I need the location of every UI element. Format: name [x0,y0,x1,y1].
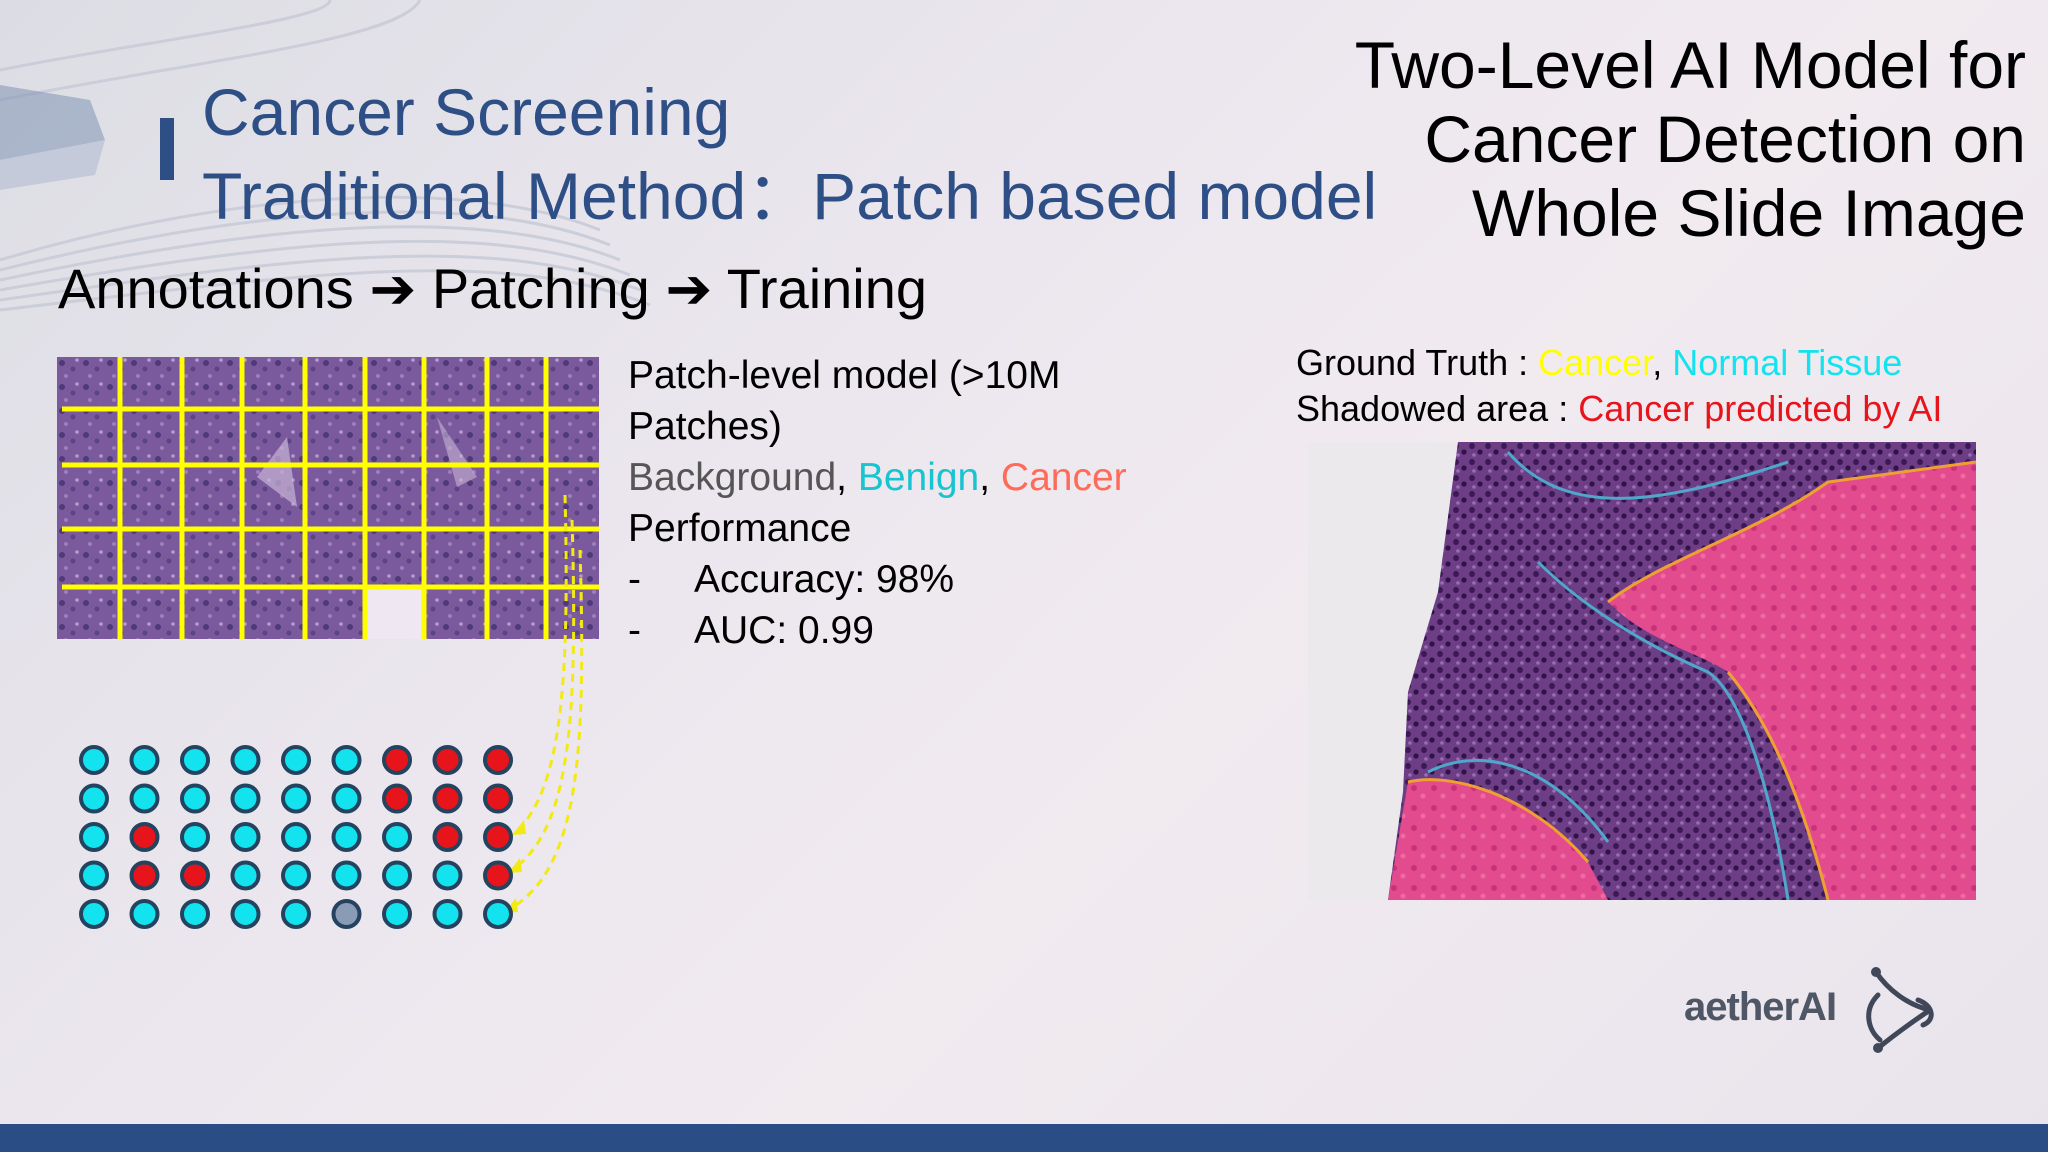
ground-truth-label: Ground Truth : [1296,342,1529,383]
patch-dot-benign [331,822,362,852]
shadowed-value: Cancer predicted by AI [1578,388,1943,429]
shadowed-row: Shadowed area : Cancer predicted by AI [1296,386,1942,432]
side-title: Two-Level AI Model for Cancer Detection … [1355,28,2026,250]
model-line-2: Patches) [628,405,782,448]
patch-dot-benign [180,899,210,929]
performance-label: Performance [628,507,852,550]
patch-dot-benign [180,783,210,814]
patch-dot-benign [79,783,109,814]
wsi-legend: Ground Truth : Cancer, Normal Tissue Sha… [1296,340,1942,432]
class-cancer: Cancer [1000,456,1127,499]
patch-dot-benign [230,860,261,891]
patch-dot-benign [79,822,109,852]
patch-dot-benign [331,783,362,814]
title-line-2: Traditional Method：Patch based model [202,159,1378,233]
whole-slide-image [1308,442,1976,900]
patch-grid-image [57,357,599,639]
patch-dot-benign [382,822,412,852]
slide-title: Cancer Screening Traditional Method：Patc… [202,70,1377,238]
patch-dot-cancer [180,860,210,891]
decorative-swoosh [0,0,651,312]
patch-dot-benign [432,860,463,891]
patch-dot-benign [230,822,261,852]
pipeline-step-annotations: Annotations [58,257,354,320]
pipeline-step-patching: Patching [431,257,650,320]
class-benign: Benign [857,456,980,499]
patch-dot-cancer [382,745,412,775]
accuracy-value: Accuracy: 98% [694,558,955,601]
side-title-line-1: Two-Level AI Model for [1354,28,2026,102]
patch-label-dot-grid [79,745,513,929]
performance-bullet: - Accuracy: 98% [628,558,955,601]
title-accent-bar [160,118,174,180]
patch-dot-cancer [129,860,160,891]
aetherai-logo-icon [1866,967,1934,1053]
patch-dot-benign [281,745,311,775]
patch-dot-benign [230,899,261,929]
patch-dot-benign [281,822,311,852]
patch-dot-benign [281,783,311,814]
title-line-1: Cancer Screening [202,75,731,149]
aetherai-logo-text: aetherAI [1684,985,1837,1029]
auc-value: AUC: 0.99 [694,609,874,652]
patch-model-description: Patch-level model (>10M Patches) Backgro… [628,350,1188,656]
patch-dot-benign [79,899,109,929]
class-list: Background, Benign, Cancer [628,456,1127,499]
patch-dot-benign [331,860,362,891]
patch-dot-cancer [382,783,412,814]
patch-dot-cancer [483,860,513,891]
pipeline-step-training: Training [726,257,928,320]
patch-dot-benign [180,822,210,852]
patch-dot-benign [281,899,311,929]
patch-dot-cancer [483,783,513,814]
bottom-bar [0,1124,2048,1152]
class-background: Background [628,456,837,499]
patch-dot-benign [281,860,311,891]
patch-dot-benign [79,860,109,891]
patch-dot-benign [129,899,160,929]
side-title-line-3: Whole Slide Image [1472,176,2026,250]
patch-dot-benign [331,745,362,775]
gt-normal-label: Normal Tissue [1672,342,1903,383]
patch-dot-benign [230,745,261,775]
arrow-right-icon: ➔ [369,257,432,320]
patch-dot-benign [382,860,412,891]
patch-dot-benign [129,745,160,775]
patch-dot-cancer [432,745,463,775]
arrow-right-icon: ➔ [665,257,727,320]
patch-dot-benign [382,899,412,929]
patch-dot-background [331,899,362,929]
shadowed-label: Shadowed area : [1296,388,1569,429]
pipeline-steps: Annotations ➔ Patching ➔ Training [58,256,927,322]
patch-dot-cancer [483,822,513,852]
patch-dot-cancer [432,783,463,814]
patch-dot-benign [129,783,160,814]
patch-dot-benign [180,745,210,775]
patch-dot-cancer [483,745,513,775]
patch-dot-cancer [432,822,463,852]
model-line-1: Patch-level model (>10M [628,354,1061,397]
patch-dot-benign [79,745,109,775]
patch-dot-benign [230,783,261,814]
gt-cancer-label: Cancer [1538,342,1653,383]
side-title-line-2: Cancer Detection on [1424,102,2026,176]
patch-to-dot-arrows [504,494,584,913]
patch-dot-benign [432,899,463,929]
ground-truth-row: Ground Truth : Cancer, Normal Tissue [1296,342,1903,383]
performance-bullet: - AUC: 0.99 [628,609,874,652]
patch-dot-benign [483,899,513,929]
patch-dot-cancer [129,822,160,852]
